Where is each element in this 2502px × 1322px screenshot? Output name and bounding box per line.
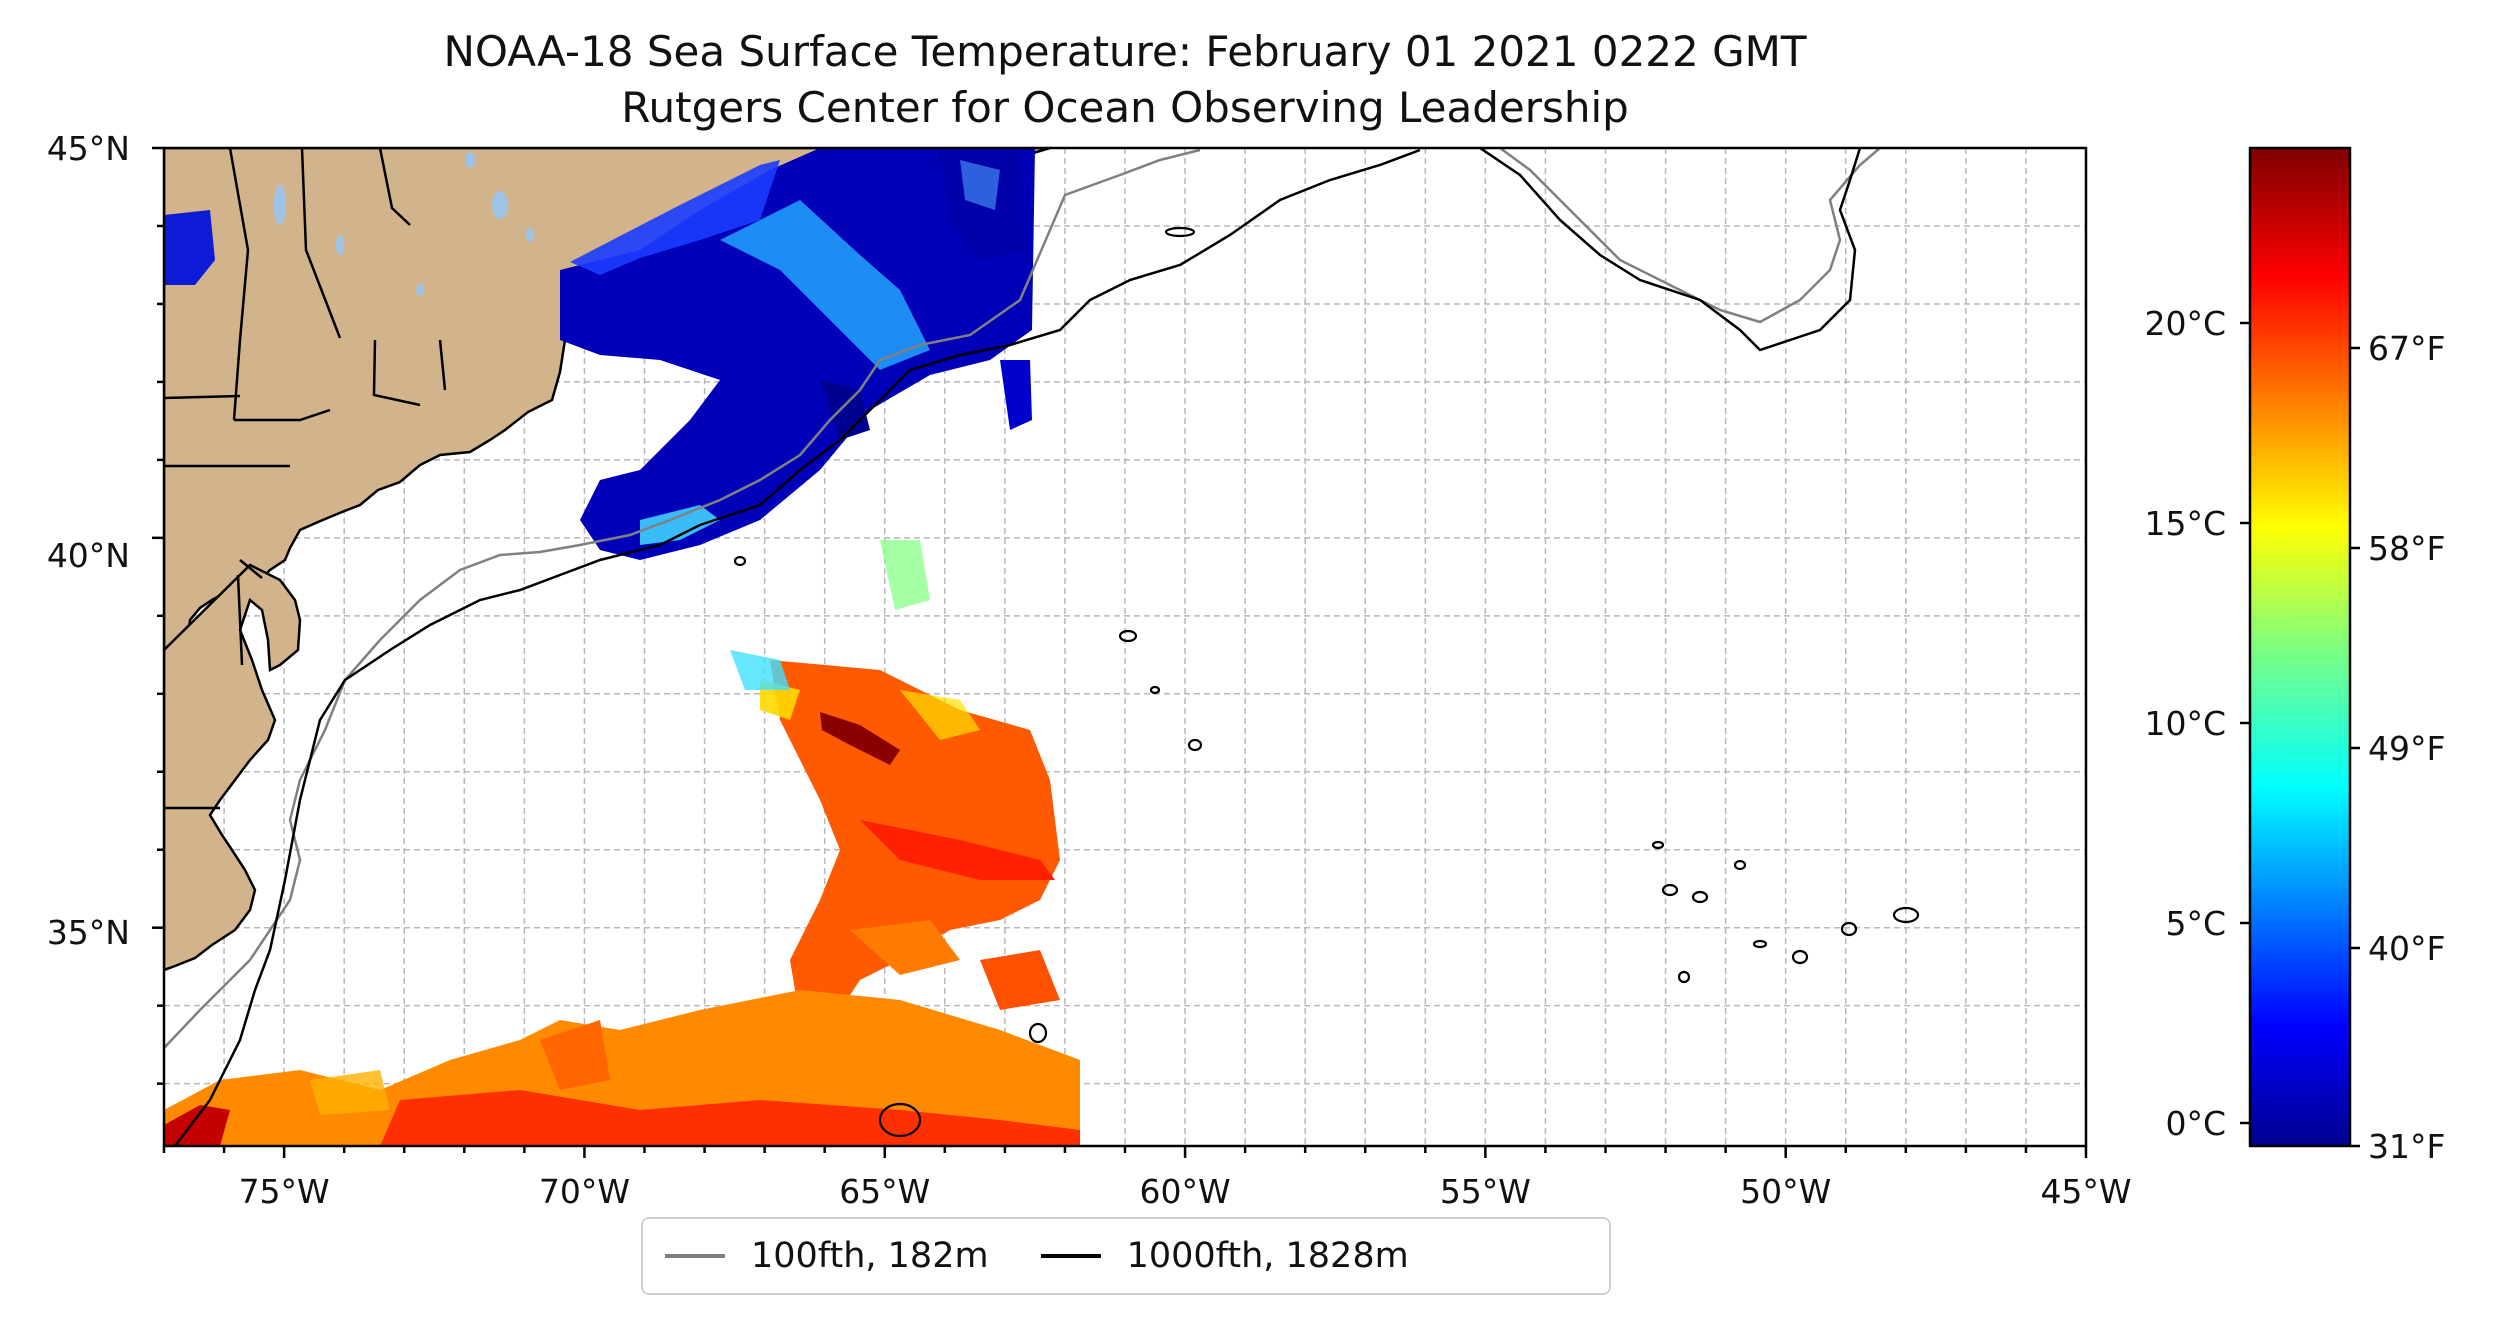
contour-100fth [164,148,1881,1049]
map-area [164,148,2086,1146]
colorbar-celsius-ticks: 20°C 15°C 10°C 5°C 0°C [2144,304,2250,1143]
state-borders [164,148,447,810]
seamount-contours [733,226,1920,1138]
colorbar-celsius-label: 5°C [2165,904,2226,943]
colorbar-celsius-label: 20°C [2144,304,2226,343]
legend-line-gray [665,1254,725,1258]
contour-1000fth [174,148,1862,1146]
sst-warm-patches [164,540,1080,1146]
longitude-axis: 75°W 70°W 65°W 60°W 55°W 50°W 45°W [239,1172,2132,1211]
colorbar-fahrenheit-label: 31°F [2368,1127,2445,1166]
lat-tick-label: 45°N [47,129,130,168]
colorbar-fahrenheit-label: 49°F [2368,729,2445,768]
lon-tick-label: 50°W [1740,1172,1831,1211]
lat-tick-label: 35°N [47,913,130,952]
colorbar-fahrenheit-label: 40°F [2368,929,2445,968]
colorbar [2248,146,2352,1148]
legend: 100fth, 182m 1000fth, 1828m [641,1217,1611,1295]
latitude-axis: 45°N 40°N 35°N [47,129,130,952]
colorbar-celsius-label: 15°C [2144,504,2226,543]
colorbar-celsius-label: 10°C [2144,704,2226,743]
legend-item-100fth: 100fth, 182m [665,1236,1019,1276]
lon-tick-label: 45°W [2040,1172,2131,1211]
lon-tick-label: 70°W [539,1172,630,1211]
colorbar-fahrenheit-label: 67°F [2368,329,2445,368]
lon-tick-label: 65°W [839,1172,930,1211]
axis-tick-marks [152,146,2088,1158]
colorbar-fahrenheit-ticks: 67°F 58°F 49°F 40°F 31°F [2350,329,2445,1166]
lon-tick-label: 75°W [239,1172,330,1211]
map-subtitle: Rutgers Center for Ocean Observing Leade… [621,83,1629,132]
legend-label: 100fth, 182m [751,1236,989,1276]
legend-item-1000fth: 1000fth, 1828m [1040,1236,1439,1276]
map-title: NOAA-18 Sea Surface Temperature: Februar… [443,27,1806,76]
legend-label: 1000fth, 1828m [1126,1236,1409,1276]
lon-tick-label: 60°W [1140,1172,1231,1211]
colorbar-celsius-label: 0°C [2165,1104,2226,1143]
colorbar-fahrenheit-label: 58°F [2368,529,2445,568]
sst-cold-swath [164,148,1035,560]
lat-tick-label: 40°N [47,536,130,575]
mid-atlantic-coast-land [164,563,302,972]
lakes [274,152,534,296]
lon-tick-label: 55°W [1440,1172,1531,1211]
legend-line-black [1040,1254,1101,1258]
